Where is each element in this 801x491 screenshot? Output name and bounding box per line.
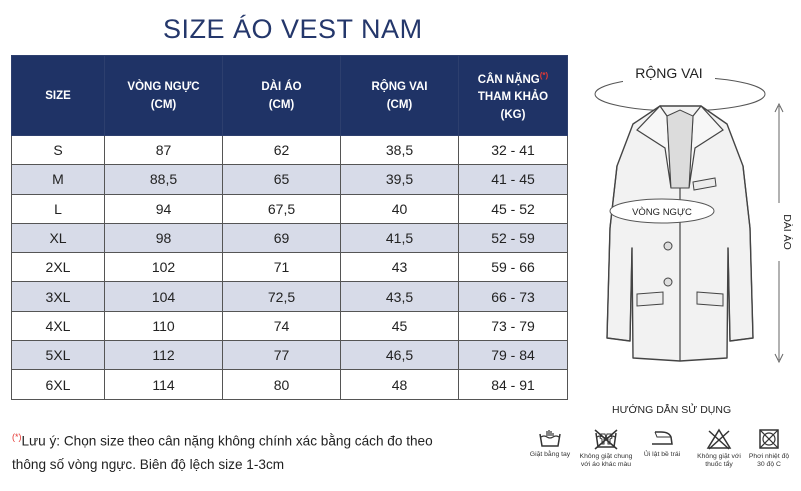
cell-size: 3XL — [11, 281, 105, 312]
cell-weight: 59 - 66 — [458, 252, 568, 283]
page-title: SIZE ÁO VEST NAM — [163, 14, 423, 44]
care-item-dry: Phơi nhiệt độ 30 độ C — [738, 428, 800, 469]
cell-shoulder: 39,5 — [340, 164, 459, 195]
cell-chest: 88,5 — [104, 164, 223, 195]
care-item-hand-wash: Giặt bằng tay — [519, 428, 581, 459]
cell-weight: 41 - 45 — [458, 164, 568, 195]
cell-shoulder: 40 — [340, 193, 459, 224]
cell-weight: 45 - 52 — [458, 193, 568, 224]
care-item-no-mix-wash: Không giặt chung với áo khác màu — [575, 428, 637, 469]
cell-weight: 79 - 84 — [458, 340, 568, 371]
note-line-1: Lưu ý: Chọn size theo cân nặng không chí… — [21, 433, 433, 449]
cell-weight: 32 - 41 — [458, 134, 568, 166]
cell-size: 2XL — [11, 252, 105, 283]
header-weight: CÂN NẶNG(*) THAM KHẢO (KG) — [458, 55, 568, 136]
length-label: DÀI ÁO — [781, 214, 794, 250]
table-header-row: SIZE VÒNG NGỰC (CM) DÀI ÁO (CM) RỘNG VAI (C… — [11, 55, 568, 136]
hand-wash-icon — [539, 430, 561, 447]
cell-length: 69 — [222, 222, 341, 254]
no-mix-wash-icon — [594, 429, 618, 450]
header-length: DÀI ÁO (CM) — [222, 55, 341, 136]
care-item-iron-inside: Ủi lật bề trái — [631, 428, 693, 459]
header-shoulder: RỘNG VAI (CM) — [340, 55, 459, 136]
cell-length: 71 — [222, 252, 341, 283]
cell-shoulder: 41,5 — [340, 222, 459, 254]
table-row: M 88,5 65 39,5 41 - 45 — [11, 164, 568, 195]
table-row: 5XL 112 77 46,5 79 - 84 — [11, 340, 568, 371]
cell-chest: 87 — [104, 134, 223, 166]
cell-shoulder: 45 — [340, 310, 459, 342]
cell-size: 4XL — [11, 310, 105, 342]
cell-size: 6XL — [11, 369, 105, 400]
size-note: (*)Lưu ý: Chọn size theo cân nặng không … — [12, 426, 512, 476]
cell-length: 74 — [222, 310, 341, 342]
iron-inside-icon — [652, 431, 673, 445]
cell-length: 80 — [222, 369, 341, 400]
cell-size: S — [11, 134, 105, 166]
cell-shoulder: 38,5 — [340, 134, 459, 166]
cell-chest: 98 — [104, 222, 223, 254]
button-top — [663, 241, 673, 251]
jacket-diagram: RỘNG VAI VÒNG NGỰC DÀI ÁO — [594, 58, 794, 364]
chest-measure-ellipse — [609, 198, 715, 224]
table-row: S 87 62 38,5 32 - 41 — [11, 134, 568, 166]
note-line-2: thông số vòng ngực. Biên độ lệch size 1-… — [12, 456, 285, 472]
cell-size: 5XL — [11, 340, 105, 371]
cell-shoulder: 46,5 — [340, 340, 459, 371]
cell-weight: 52 - 59 — [458, 222, 568, 254]
header-size: SIZE — [11, 55, 105, 136]
cell-length: 62 — [222, 134, 341, 166]
chest-label: VÒNG NGỰC — [632, 207, 692, 218]
cell-chest: 110 — [104, 310, 223, 342]
table-row: 6XL 114 80 48 84 - 91 — [11, 369, 568, 400]
cell-weight: 66 - 73 — [458, 281, 568, 312]
table-row: 2XL 102 71 43 59 - 66 — [11, 252, 568, 283]
care-title: HƯỚNG DẪN SỬ DỤNG — [612, 404, 732, 416]
cell-weight: 84 - 91 — [458, 369, 568, 400]
cell-size: XL — [11, 222, 105, 254]
cell-shoulder: 48 — [340, 369, 459, 400]
cell-size: L — [11, 193, 105, 224]
cell-chest: 104 — [104, 281, 223, 312]
cell-size: M — [11, 164, 105, 195]
asterisk-mark: (*) — [539, 70, 549, 80]
table-row: 4XL 110 74 45 73 - 79 — [11, 310, 568, 342]
cell-length: 65 — [222, 164, 341, 195]
cell-chest: 112 — [104, 340, 223, 371]
cell-shoulder: 43,5 — [340, 281, 459, 312]
cell-length: 72,5 — [222, 281, 341, 312]
cell-length: 77 — [222, 340, 341, 371]
cell-chest: 102 — [104, 252, 223, 283]
cell-shoulder: 43 — [340, 252, 459, 283]
table-body: S 87 62 38,5 32 - 41 M 88,5 65 39,5 41 - 45 L 94 67,… — [11, 134, 568, 400]
dry-shade-icon — [759, 429, 779, 449]
cell-weight: 73 - 79 — [458, 310, 568, 342]
no-bleach-icon — [706, 428, 732, 450]
cell-length: 67,5 — [222, 193, 341, 224]
cell-chest: 114 — [104, 369, 223, 400]
table-row: L 94 67,5 40 45 - 52 — [11, 193, 568, 224]
care-item-no-bleach: Không giặt với thuốc tẩy — [688, 428, 750, 469]
size-table: SIZE VÒNG NGỰC (CM) DÀI ÁO (CM) RỘNG VAI (C… — [11, 55, 568, 400]
shoulder-label: RỘNG VAI — [635, 65, 702, 81]
note-asterisk: (*) — [12, 432, 22, 442]
header-chest: VÒNG NGỰC (CM) — [104, 55, 223, 136]
cell-chest: 94 — [104, 193, 223, 224]
button-bottom — [663, 277, 673, 287]
table-row: 3XL 104 72,5 43,5 66 - 73 — [11, 281, 568, 312]
table-row: XL 98 69 41,5 52 - 59 — [11, 222, 568, 254]
